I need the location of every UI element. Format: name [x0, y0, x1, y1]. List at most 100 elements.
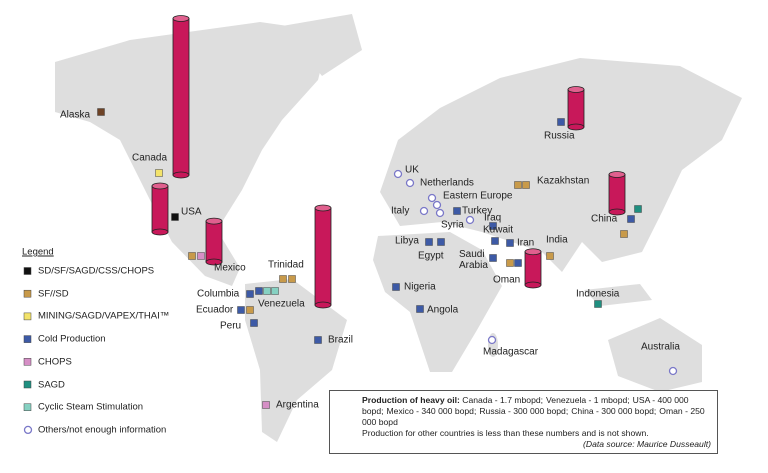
cylinder-top	[608, 171, 626, 178]
cylinder-base	[205, 258, 223, 266]
place-label: Nigeria	[404, 281, 436, 293]
cylinder-base	[524, 281, 542, 289]
legend-label: SD/SF/SAGD/CSS/CHOPS	[38, 265, 155, 277]
production-cylinder	[151, 182, 169, 236]
cylinder-body	[172, 18, 190, 176]
site-marker	[627, 215, 635, 223]
site-marker	[546, 252, 554, 260]
place-label: China	[591, 213, 618, 225]
legend-swatch	[23, 312, 32, 321]
place-label: Kazakhstan	[537, 175, 590, 187]
legend-swatch	[23, 380, 32, 389]
site-marker	[506, 259, 514, 267]
site-marker	[491, 237, 499, 245]
site-marker	[427, 193, 437, 203]
cylinder-body	[205, 220, 223, 263]
production-cylinder	[524, 248, 542, 289]
production-cylinder	[314, 204, 332, 309]
place-label: Alaska	[60, 109, 91, 121]
site-marker	[288, 275, 296, 283]
place-label: Russia	[544, 130, 575, 142]
place-label: Mexico	[214, 262, 246, 274]
legend-swatch	[23, 267, 32, 275]
site-marker	[279, 275, 287, 283]
cylinder-base	[151, 228, 169, 236]
cylinder-top	[524, 248, 542, 256]
site-marker	[425, 238, 433, 246]
legend-label: Cold Production	[38, 333, 106, 345]
production-cylinder	[172, 15, 190, 179]
site-marker	[392, 283, 400, 291]
legend-label: Cyclic Steam Stimulation	[38, 401, 144, 413]
production-cylinder	[567, 86, 585, 131]
note-footer: Production for other countries is less t…	[362, 428, 649, 438]
site-marker	[250, 319, 258, 327]
site-marker	[393, 169, 403, 179]
note-box: Production of heavy oil: Canada - 1.7 mb…	[329, 390, 718, 454]
site-marker	[171, 213, 179, 221]
site-marker	[246, 306, 254, 314]
legend-label: SAGD	[38, 379, 65, 390]
site-marker	[97, 108, 105, 116]
place-label: Peru	[220, 320, 242, 332]
site-marker	[255, 287, 263, 295]
place-label: Columbia	[197, 288, 240, 300]
cylinder-top	[314, 204, 332, 212]
place-label: Indonesia	[576, 288, 620, 300]
site-marker	[416, 305, 424, 313]
site-marker	[419, 206, 429, 216]
note-item: Mexico - 340 000 bopd;	[386, 406, 477, 416]
place-label: Kuwait	[483, 224, 514, 236]
place-label: Canada	[132, 152, 168, 164]
site-marker	[237, 306, 245, 314]
place-label: Saudi Arabia	[459, 249, 488, 271]
site-marker	[453, 207, 461, 215]
place-label: Syria	[441, 219, 464, 231]
note-item: USA - 400 000 bopd;	[362, 395, 689, 416]
cylinder-body	[567, 89, 585, 128]
legend-swatch	[23, 335, 32, 343]
legend-label: Others/not enough information	[38, 424, 167, 436]
legend-swatch	[23, 425, 33, 435]
place-label: Trinidad	[268, 259, 304, 271]
legend-label: CHOPS	[38, 356, 72, 368]
cylinder-body	[314, 207, 332, 306]
site-marker	[522, 181, 530, 189]
place-label: Madagascar	[483, 346, 539, 358]
place-label: Ecuador	[196, 304, 234, 316]
site-marker	[514, 181, 522, 189]
note-heading: Production of heavy oil:	[362, 395, 460, 405]
cylinder-body	[524, 251, 542, 286]
place-label: Australia	[641, 341, 680, 353]
legend-swatch	[23, 358, 32, 366]
site-marker	[262, 401, 270, 409]
cylinder-base	[172, 171, 190, 179]
place-label: Turkey	[462, 205, 493, 217]
note-item: China - 300 000 bopd;	[571, 406, 657, 416]
note-item: Canada - 1.7 mbopd;	[462, 395, 544, 405]
place-label: Egypt	[418, 250, 444, 262]
site-marker	[437, 238, 445, 246]
place-label: UK	[405, 164, 419, 176]
site-marker	[155, 169, 163, 177]
legend-label: SF//SD	[38, 288, 69, 300]
legend-title: Legend	[22, 246, 54, 258]
site-marker	[489, 222, 497, 230]
site-marker	[263, 287, 271, 295]
place-label: India	[546, 234, 568, 246]
place-label: USA	[181, 206, 202, 218]
site-marker	[557, 118, 565, 126]
legend-swatch	[23, 403, 32, 411]
site-marker	[594, 300, 602, 308]
cylinder-top	[151, 182, 169, 190]
cylinder-base	[608, 208, 626, 216]
site-marker	[188, 252, 196, 260]
production-cylinder	[608, 171, 626, 216]
place-label: Argentina	[276, 399, 319, 411]
site-marker	[489, 254, 497, 262]
site-marker	[465, 215, 475, 225]
site-marker	[435, 208, 445, 218]
site-marker	[668, 366, 678, 376]
site-marker	[620, 230, 628, 238]
